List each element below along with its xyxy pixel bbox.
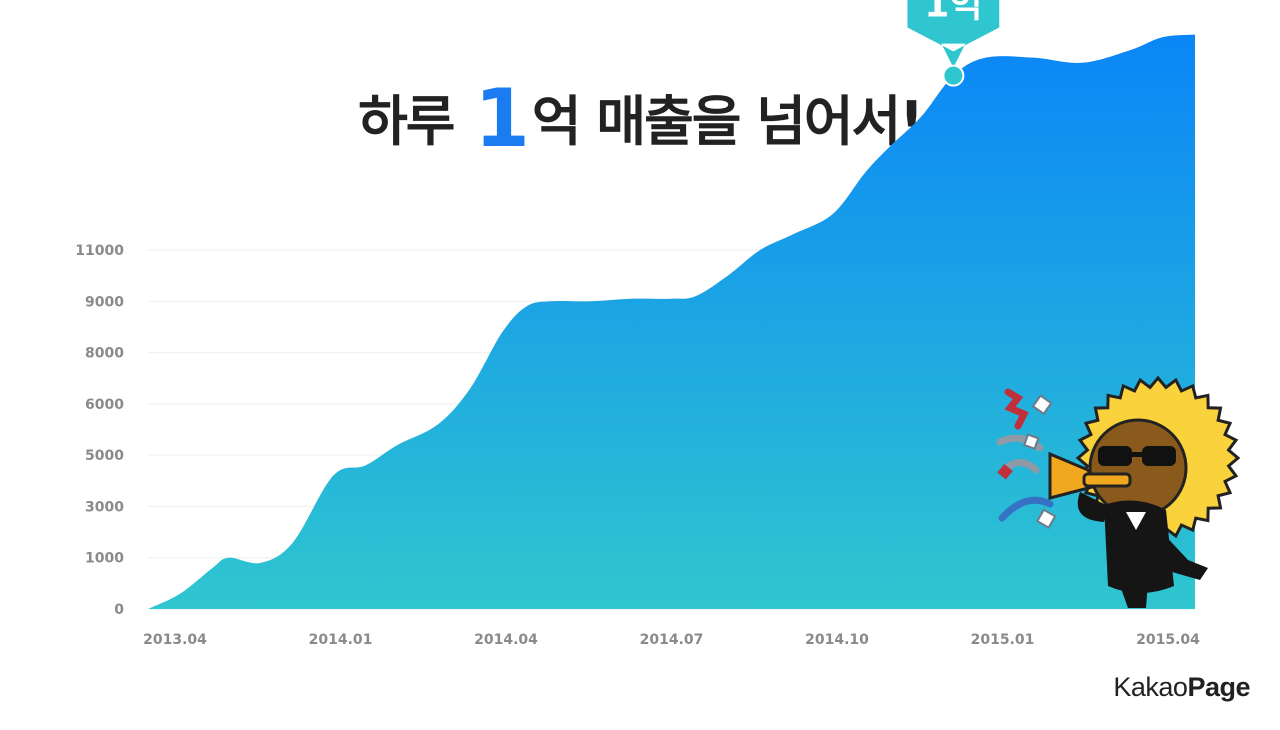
milestone-badge: 1억 [907,0,1000,87]
x-tick-label: 2014.04 [474,632,538,648]
page-title: 하루 1억 매출을 넘어서! [358,72,924,165]
revenue-area [148,34,1195,610]
x-tick-label: 2015.01 [971,632,1035,648]
y-tick-label: 6000 [85,397,124,413]
y-tick-label: 9000 [85,294,124,310]
y-tick-label: 8000 [85,346,124,362]
kakaopage-logo: KakaoPage [1113,672,1250,702]
y-tick-label: 1000 [85,551,124,567]
y-tick-label: 11000 [75,243,124,259]
title-highlight-number: 1 [474,72,530,165]
milestone-badge-label: 1억 [924,0,982,26]
x-tick-label: 2013.04 [143,632,207,648]
trumpet-mascot-illustration [996,375,1241,608]
y-tick-label: 0 [114,602,124,618]
y-tick-label: 5000 [85,448,124,464]
milestone-point [942,64,965,87]
y-tick-label: 3000 [85,499,124,515]
x-tick-label: 2015.04 [1136,632,1200,648]
x-tick-label: 2014.07 [640,632,704,648]
x-tick-label: 2014.10 [805,632,869,648]
x-tick-label: 2014.01 [309,632,373,648]
